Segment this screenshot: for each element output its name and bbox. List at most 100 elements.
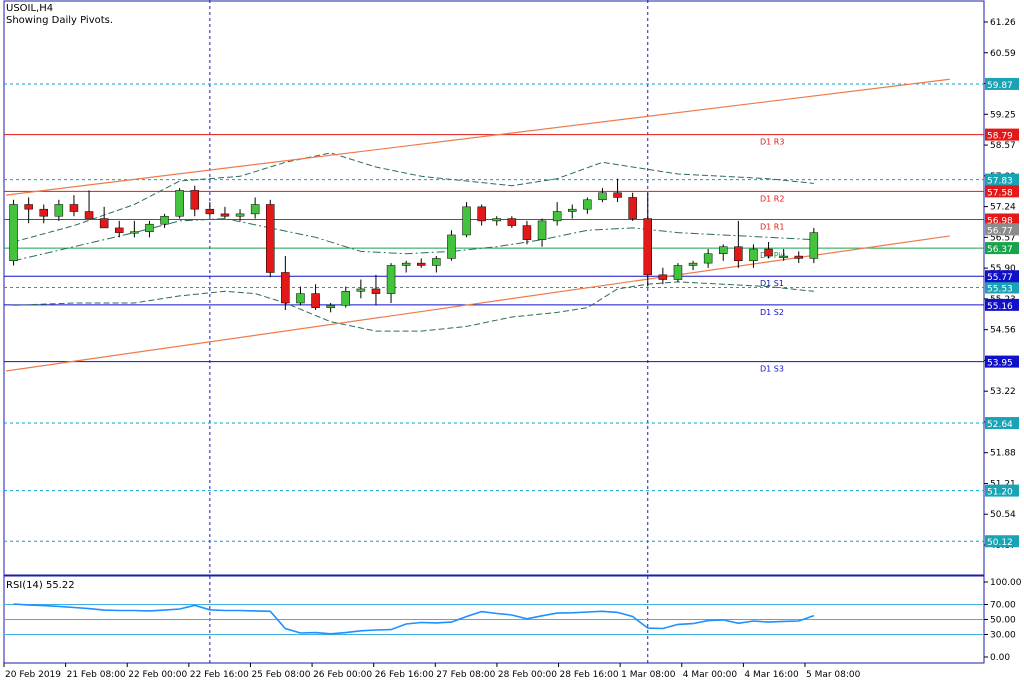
candle[interactable] <box>507 218 517 226</box>
candle[interactable] <box>190 190 199 210</box>
candle[interactable] <box>130 231 139 234</box>
price-axis-label: 61.26 <box>990 18 1016 28</box>
time-axis-label: 1 Mar 08:00 <box>621 670 676 680</box>
pivot-level-tag: 56.37 <box>987 245 1013 255</box>
candle[interactable] <box>598 192 607 201</box>
price-axis-label: 51.88 <box>990 449 1016 459</box>
dashed-level-tag: 51.20 <box>987 488 1013 498</box>
candle[interactable] <box>235 213 245 217</box>
pivot-level-tag-bg <box>985 270 1019 283</box>
candle[interactable] <box>84 211 94 219</box>
candle[interactable] <box>115 227 124 233</box>
price-chart-pane[interactable]: 61.2660.5959.9159.2558.5757.8957.2456.57… <box>3 0 1019 663</box>
candle[interactable] <box>417 262 426 266</box>
candle[interactable] <box>447 234 456 259</box>
dashed-level-tag: 59.87 <box>987 81 1013 91</box>
rsi-axis-label: 0.00 <box>990 653 1010 663</box>
current-price-tag-bg <box>985 223 1019 236</box>
candle[interactable] <box>537 220 547 240</box>
dashed-level-tag: 55.53 <box>987 285 1013 295</box>
candle[interactable] <box>613 192 622 198</box>
candle[interactable] <box>39 208 48 217</box>
rsi-axis-label: 30.00 <box>990 631 1016 641</box>
price-axis-label: 53.22 <box>990 387 1016 397</box>
pivot-level-tag-bg <box>985 185 1019 198</box>
candle[interactable] <box>311 293 320 308</box>
candle[interactable] <box>522 225 532 240</box>
pivot-level-tag-bg <box>985 355 1019 368</box>
price-axis-label: 60.59 <box>990 49 1016 59</box>
time-axis-label: 28 Feb 00:00 <box>498 670 557 680</box>
candle[interactable] <box>628 197 637 219</box>
candle[interactable] <box>492 218 501 222</box>
dashed-level-tag-bg <box>985 281 1019 294</box>
dashed-level-tag: 52.64 <box>987 420 1013 430</box>
dashed-level-tag-bg <box>985 535 1019 548</box>
envelope-lower <box>13 281 814 332</box>
candle[interactable] <box>250 204 260 215</box>
candle[interactable] <box>719 246 728 254</box>
candle[interactable] <box>658 274 668 280</box>
price-axis-label: 51.21 <box>990 479 1016 489</box>
candle[interactable] <box>477 206 486 222</box>
candle[interactable] <box>160 215 169 225</box>
candle[interactable] <box>734 246 743 262</box>
candle[interactable] <box>552 211 562 222</box>
rsi-indicator-pane[interactable]: 100.00 70.00 50.00 30.00 0.00 <box>3 575 1022 664</box>
candle[interactable] <box>220 213 230 217</box>
pivot-level-tag: 58.79 <box>987 132 1013 142</box>
time-axis-label: 26 Feb 00:00 <box>313 670 372 680</box>
candle[interactable] <box>205 208 215 215</box>
price-axis-label: 55.90 <box>990 264 1016 274</box>
candle[interactable] <box>54 204 64 217</box>
dashed-level-tag-bg <box>985 417 1019 430</box>
time-axis-label: 4 Mar 16:00 <box>744 670 799 680</box>
candle[interactable] <box>764 248 773 257</box>
candle[interactable] <box>296 293 305 304</box>
candle[interactable] <box>432 258 441 266</box>
candle[interactable] <box>643 218 652 276</box>
time-axis-label: 28 Feb 16:00 <box>560 670 619 680</box>
envelope-middle <box>13 218 814 262</box>
price-axis-label: 56.57 <box>990 233 1016 243</box>
candle[interactable] <box>583 199 592 210</box>
time-axis: 20 Feb 2019 21 Feb 08:00 22 Feb 00:00 22 Fe… <box>3 663 861 680</box>
candle[interactable] <box>779 255 788 258</box>
candle[interactable] <box>462 206 471 236</box>
candle[interactable] <box>356 288 366 292</box>
candle[interactable] <box>794 255 803 259</box>
candle[interactable] <box>703 253 713 264</box>
candle[interactable] <box>749 248 758 262</box>
candle[interactable] <box>386 265 396 294</box>
pivot-level-tag-bg <box>985 242 1019 255</box>
rsi-axis-label: 100.00 <box>990 578 1022 588</box>
candle[interactable] <box>99 218 109 229</box>
candle[interactable] <box>326 305 335 308</box>
pivot-label: D1 R2 <box>760 194 784 203</box>
candle[interactable] <box>371 288 381 294</box>
candle[interactable] <box>401 262 411 266</box>
candle[interactable] <box>69 204 79 212</box>
time-axis-label: 5 Mar 08:00 <box>806 670 861 680</box>
pivot-level-tag-bg <box>985 298 1019 311</box>
rsi-axis-label: 70.00 <box>990 601 1016 611</box>
pivot-level-tag: 57.58 <box>987 188 1013 198</box>
candle[interactable] <box>673 265 683 280</box>
candle[interactable] <box>688 262 698 266</box>
pivot-label: D1 S2 <box>760 308 784 317</box>
candle[interactable] <box>281 272 290 304</box>
candle[interactable] <box>568 208 577 212</box>
dashed-level-tag-bg <box>985 77 1019 90</box>
price-axis-label: 54.56 <box>990 326 1016 336</box>
candle[interactable] <box>809 232 819 259</box>
candle[interactable] <box>175 190 184 217</box>
rsi-title: RSI(14) 55.22 <box>6 580 75 591</box>
candle[interactable] <box>24 204 33 210</box>
candle[interactable] <box>9 204 18 262</box>
time-axis-label: 21 Feb 08:00 <box>67 670 126 680</box>
candle[interactable] <box>266 204 275 273</box>
candle[interactable] <box>341 291 350 306</box>
candle[interactable] <box>145 223 154 232</box>
